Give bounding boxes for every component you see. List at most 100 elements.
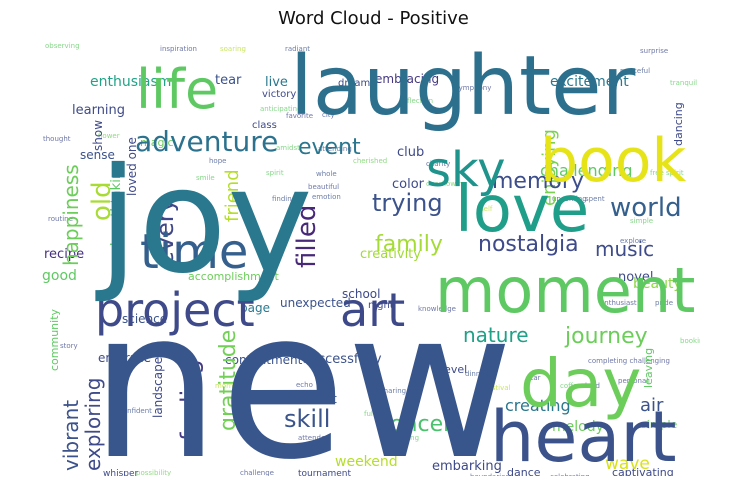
word-dream: dream xyxy=(338,78,370,89)
word-victory: victory xyxy=(262,89,296,100)
word-skill: skill xyxy=(284,405,330,433)
filler-word: coffee xyxy=(560,382,582,390)
word-music: music xyxy=(595,237,654,261)
word-family: family xyxy=(375,232,443,257)
word-event: event xyxy=(298,135,361,160)
word-simple: simple xyxy=(641,418,678,431)
word-challenging: challenging xyxy=(540,161,633,180)
filler-word: city xyxy=(322,111,335,119)
word-creativity: creativity xyxy=(360,247,421,262)
filler-word: favorite xyxy=(286,112,313,120)
word-love: love xyxy=(455,173,589,247)
word-unexpected: unexpected xyxy=(280,296,351,310)
word-heart: heart xyxy=(490,396,677,476)
word-dancing: dancing xyxy=(672,102,685,146)
word-embrace: embrace xyxy=(98,351,151,365)
filler-word: morning xyxy=(215,382,244,390)
word-world: world xyxy=(610,193,682,223)
filler-word: tranquil xyxy=(670,79,697,87)
filler-word: personal xyxy=(618,377,648,385)
filler-word: booking xyxy=(680,337,700,345)
word-novel: novel xyxy=(618,270,654,285)
word-project: project xyxy=(95,283,255,337)
word-sky: sky xyxy=(426,142,506,198)
filler-word: charity xyxy=(426,160,450,168)
word-tear: tear xyxy=(215,73,242,88)
filler-word: celebrating xyxy=(550,473,590,476)
word-color: color xyxy=(392,177,425,192)
filler-word: routine xyxy=(48,215,73,223)
filler-word: smile xyxy=(196,174,215,182)
filler-word: attending xyxy=(318,145,352,153)
filler-word: echo xyxy=(296,381,313,389)
filler-word: overflowing xyxy=(426,180,467,188)
word-level: level xyxy=(441,363,467,376)
word-contentment: contentment xyxy=(225,353,303,367)
word-school: school xyxy=(342,287,380,301)
filler-word: dinner xyxy=(465,370,488,378)
word-good: good xyxy=(42,268,77,284)
word-journey: journey xyxy=(564,324,648,349)
word-vibrant: vibrant xyxy=(59,400,83,471)
word-day: day xyxy=(520,345,641,422)
word-adventure: adventure xyxy=(135,125,278,158)
word-enthusiasm: enthusiasm xyxy=(90,74,171,90)
chart-title: Word Cloud - Positive xyxy=(278,8,469,29)
filler-word: upcoming xyxy=(552,195,587,203)
word-laughter: laughter xyxy=(290,39,636,134)
filler-word: pride xyxy=(655,299,673,307)
filler-word: confident xyxy=(119,407,152,415)
filler-word: observing xyxy=(45,42,80,50)
word-weekend: weekend xyxy=(335,454,398,470)
filler-word: symphony xyxy=(455,84,491,92)
filler-word: radiant xyxy=(285,45,310,53)
word-cloud: observing inspiration soaring radiant city re… xyxy=(40,36,700,476)
filler-word: cherished xyxy=(353,157,387,165)
word-embarking: embarking xyxy=(432,459,502,474)
word-sense: sense xyxy=(80,148,115,162)
filler-word: lead xyxy=(585,382,600,390)
filler-word: spent xyxy=(585,195,605,203)
word-cloud-canvas: observing inspiration soaring radiant city re… xyxy=(42,39,700,476)
filler-word: star xyxy=(527,374,541,382)
filler-word: emotion xyxy=(312,193,341,201)
word-creating: creating xyxy=(505,396,571,415)
filler-word: inspiration xyxy=(160,45,197,53)
word-embracing: embracing xyxy=(375,72,439,86)
filler-word: reflection xyxy=(400,97,433,105)
filler-word: simple xyxy=(630,217,653,225)
filler-word: thought xyxy=(43,135,71,143)
word-page: page xyxy=(240,301,270,315)
word-memory: memory xyxy=(492,169,584,194)
filler-word: sharing xyxy=(380,387,406,395)
filler-word: trail xyxy=(460,442,474,450)
word-community: community xyxy=(48,308,61,371)
filler-word: free spirit xyxy=(650,169,684,177)
filler-word: possibility xyxy=(136,469,171,476)
word-night: night xyxy=(368,300,394,311)
filler-word: peaceful xyxy=(620,67,650,75)
word-nostalgia: nostalgia xyxy=(478,232,579,257)
word-melody: melody xyxy=(552,419,604,435)
word-gratitude: gratitude xyxy=(216,330,241,431)
filler-word: hope xyxy=(209,157,226,165)
word-dance: dance xyxy=(507,466,541,476)
word-art: art xyxy=(340,283,405,337)
filler-word: spirit xyxy=(266,169,284,177)
word-excitement: excitement xyxy=(550,74,629,90)
word-landscape: landscape xyxy=(151,357,165,418)
word-filled: filled xyxy=(292,205,322,268)
word-tournament: tournament xyxy=(298,469,352,476)
filler-word: story xyxy=(60,342,78,350)
word-enjoying: enjoying xyxy=(539,129,560,206)
word-live: live xyxy=(265,75,288,90)
filler-word: festival xyxy=(485,384,511,392)
word-wave: wave xyxy=(605,454,650,474)
word-recipe: recipe xyxy=(44,247,84,262)
filler-word: challenge xyxy=(240,469,274,476)
filler-word: amidst xyxy=(276,144,300,152)
word-beauty: beauty xyxy=(633,276,682,292)
word-learning: learning xyxy=(72,103,125,118)
word-club: club xyxy=(397,145,424,160)
word-time: time xyxy=(140,224,248,280)
